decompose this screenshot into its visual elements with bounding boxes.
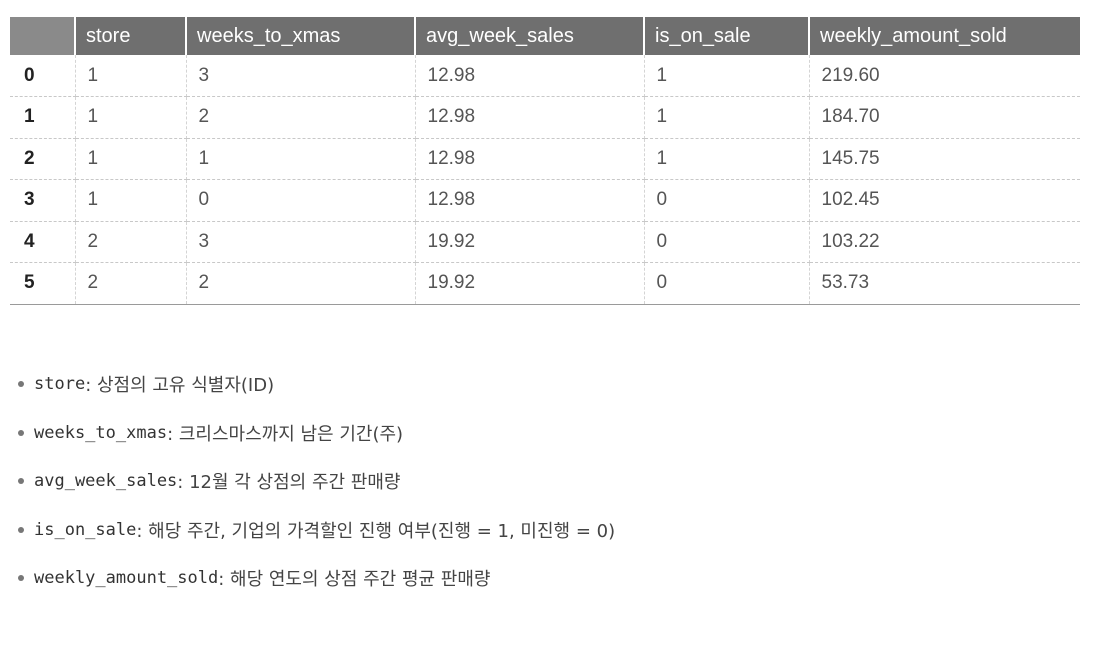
cell-weeks-to-xmas: 2: [186, 262, 416, 305]
table-row: 5 2 2 19.92 0 53.73: [10, 262, 1080, 305]
cell-is-on-sale: 0: [644, 262, 810, 305]
column-description: : 해당 주간, 기업의 가격할인 진행 여부(진행 = 1, 미진행 = 0): [136, 520, 616, 542]
row-index: 1: [10, 96, 76, 139]
header-weeks-to-xmas: weeks_to_xmas: [186, 17, 416, 55]
header-avg-week-sales: avg_week_sales: [415, 17, 645, 55]
cell-weeks-to-xmas: 1: [186, 138, 416, 180]
data-table-container: store weeks_to_xmas avg_week_sales is_on…: [10, 17, 1080, 305]
list-item: store : 상점의 고유 식별자(ID): [12, 360, 1092, 409]
cell-weeks-to-xmas: 3: [186, 55, 416, 97]
header-is-on-sale: is_on_sale: [644, 17, 810, 55]
row-index: 5: [10, 262, 76, 305]
cell-weekly-amount-sold: 184.70: [809, 96, 1080, 139]
cell-avg-week-sales: 12.98: [415, 179, 645, 222]
table-row: 3 1 0 12.98 0 102.45: [10, 179, 1080, 222]
row-index: 2: [10, 138, 76, 180]
cell-weekly-amount-sold: 103.22: [809, 221, 1080, 263]
row-index: 0: [10, 55, 76, 97]
row-index: 3: [10, 179, 76, 222]
cell-is-on-sale: 0: [644, 179, 810, 222]
list-item: is_on_sale : 해당 주간, 기업의 가격할인 진행 여부(진행 = …: [12, 506, 1092, 555]
header-index: [10, 17, 76, 55]
list-item: weekly_amount_sold : 해당 연도의 상점 주간 평균 판매량: [12, 554, 1092, 603]
column-name: is_on_sale: [34, 519, 137, 540]
table-row: 2 1 1 12.98 1 145.75: [10, 138, 1080, 180]
cell-weekly-amount-sold: 102.45: [809, 179, 1080, 222]
column-description-list: store : 상점의 고유 식별자(ID) weeks_to_xmas : 크…: [12, 360, 1092, 603]
cell-avg-week-sales: 19.92: [415, 262, 645, 305]
cell-weeks-to-xmas: 3: [186, 221, 416, 263]
cell-store: 1: [75, 96, 187, 139]
table-row: 1 1 2 12.98 1 184.70: [10, 96, 1080, 139]
table-header-row: store weeks_to_xmas avg_week_sales is_on…: [10, 17, 1080, 55]
cell-is-on-sale: 0: [644, 221, 810, 263]
table-row: 0 1 3 12.98 1 219.60: [10, 55, 1080, 97]
column-name: avg_week_sales: [34, 471, 178, 492]
bullet-icon: [18, 526, 24, 533]
bullet-icon: [18, 575, 24, 582]
cell-avg-week-sales: 12.98: [415, 138, 645, 180]
column-description: : 상점의 고유 식별자(ID): [85, 375, 275, 397]
cell-avg-week-sales: 12.98: [415, 96, 645, 139]
table-row: 4 2 3 19.92 0 103.22: [10, 221, 1080, 263]
cell-store: 2: [75, 221, 187, 263]
cell-weekly-amount-sold: 145.75: [809, 138, 1080, 180]
cell-is-on-sale: 1: [644, 138, 810, 180]
row-index: 4: [10, 221, 76, 263]
column-name: weeks_to_xmas: [34, 422, 168, 443]
cell-is-on-sale: 1: [644, 96, 810, 139]
column-description: : 12월 각 상점의 주간 판매량: [177, 472, 401, 494]
list-item: avg_week_sales : 12월 각 상점의 주간 판매량: [12, 457, 1092, 506]
cell-weeks-to-xmas: 0: [186, 179, 416, 222]
bullet-icon: [18, 429, 24, 436]
bullet-icon: [18, 478, 24, 485]
cell-avg-week-sales: 12.98: [415, 55, 645, 97]
bullet-icon: [18, 381, 24, 388]
cell-avg-week-sales: 19.92: [415, 221, 645, 263]
data-table: store weeks_to_xmas avg_week_sales is_on…: [10, 17, 1080, 305]
cell-weekly-amount-sold: 219.60: [809, 55, 1080, 97]
header-weekly-amount-sold: weekly_amount_sold: [809, 17, 1080, 55]
header-store: store: [75, 17, 187, 55]
cell-store: 1: [75, 55, 187, 97]
column-description: : 해당 연도의 상점 주간 평균 판매량: [218, 569, 491, 591]
list-item: weeks_to_xmas : 크리스마스까지 남은 기간(주): [12, 409, 1092, 458]
cell-store: 2: [75, 262, 187, 305]
column-name: store: [34, 374, 86, 395]
cell-store: 1: [75, 138, 187, 180]
cell-is-on-sale: 1: [644, 55, 810, 97]
column-name: weekly_amount_sold: [34, 568, 219, 589]
cell-weekly-amount-sold: 53.73: [809, 262, 1080, 305]
cell-store: 1: [75, 179, 187, 222]
column-description: : 크리스마스까지 남은 기간(주): [167, 423, 404, 445]
cell-weeks-to-xmas: 2: [186, 96, 416, 139]
